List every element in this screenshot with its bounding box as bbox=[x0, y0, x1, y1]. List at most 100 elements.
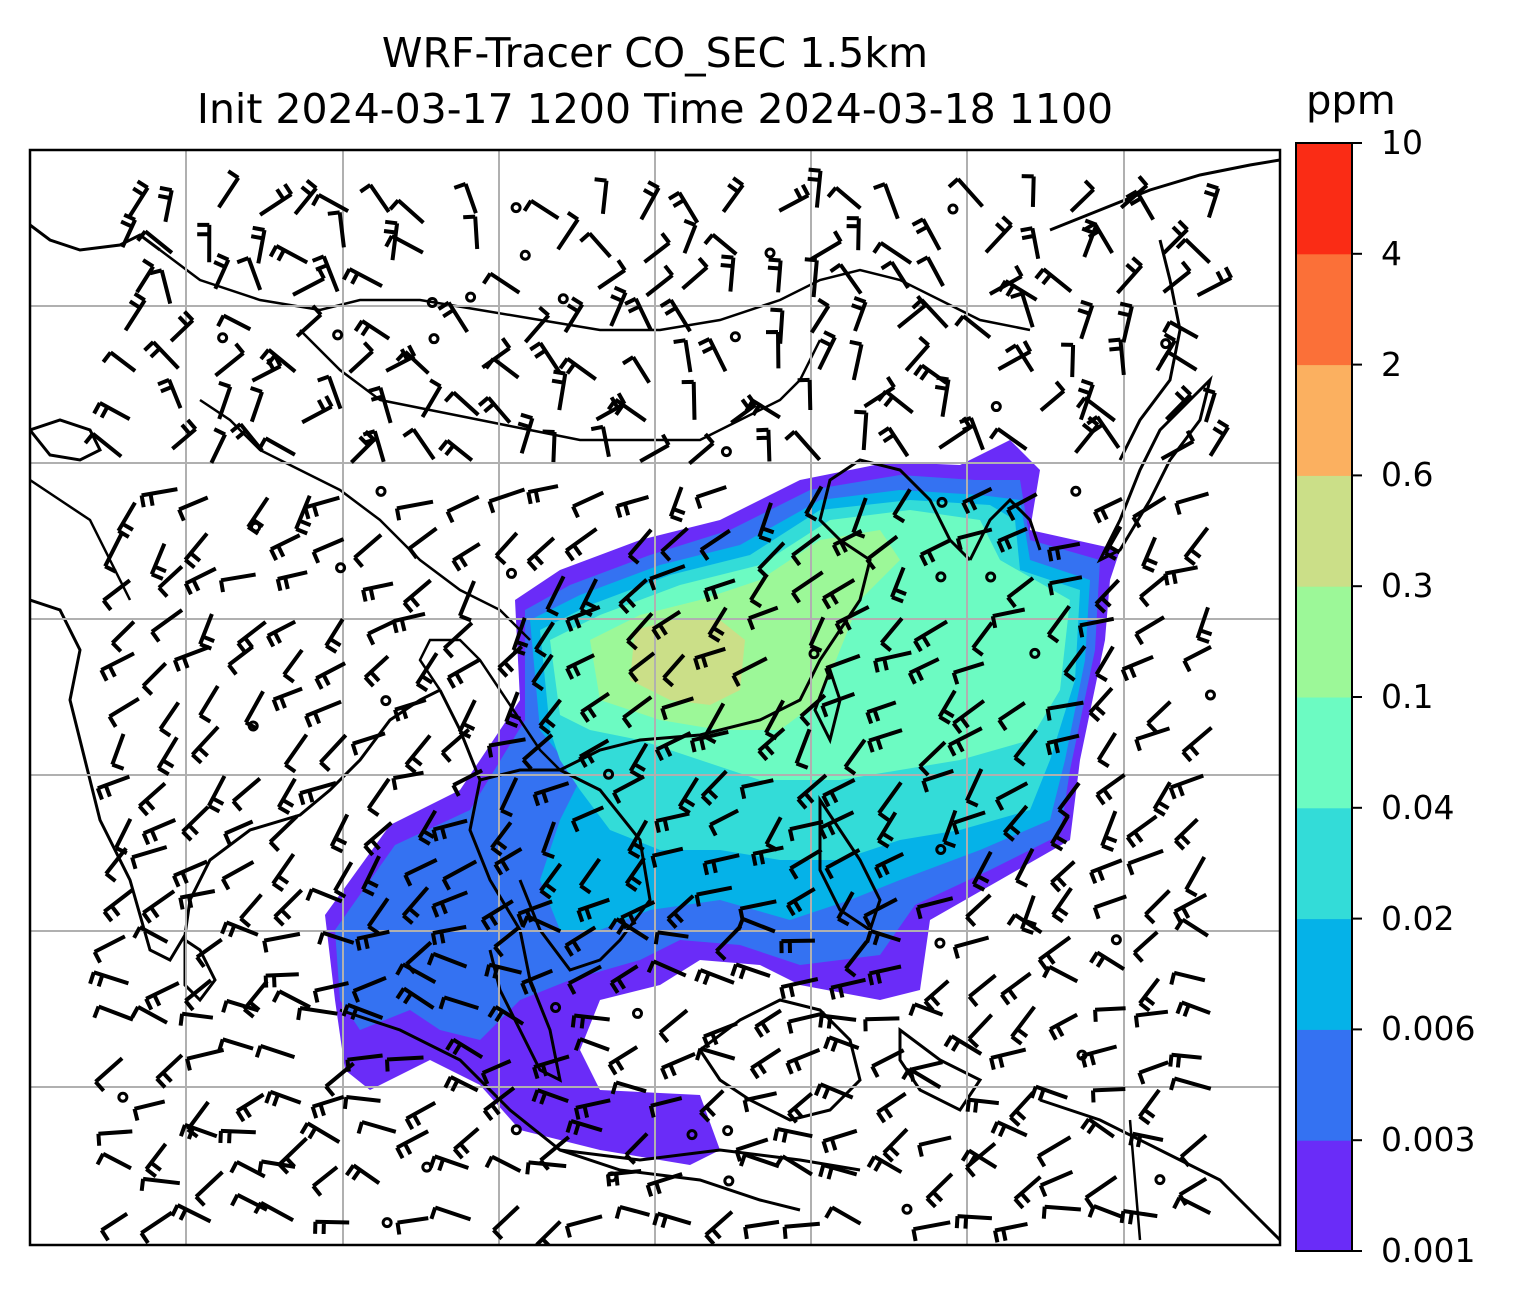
wind-barb bbox=[916, 255, 945, 287]
wind-barb bbox=[520, 914, 562, 934]
wind-barb bbox=[190, 725, 220, 765]
wind-barb bbox=[608, 917, 649, 941]
wind-barb bbox=[391, 611, 426, 634]
wind-barb bbox=[517, 412, 535, 454]
wind-barb bbox=[107, 696, 140, 728]
wind-barb bbox=[545, 575, 566, 617]
wind-barb bbox=[344, 1163, 381, 1185]
wind-barb bbox=[564, 527, 598, 562]
wind-barb bbox=[707, 606, 728, 643]
wind-barb bbox=[770, 307, 785, 344]
wind-barb bbox=[1010, 291, 1035, 328]
wind-barb bbox=[253, 1200, 295, 1223]
wind-barb bbox=[1183, 526, 1210, 566]
wind-barb bbox=[990, 1120, 1028, 1138]
wind-barb bbox=[116, 501, 137, 539]
wind-barb bbox=[181, 805, 210, 842]
wind-barb bbox=[532, 1054, 570, 1080]
wind-barb bbox=[1069, 179, 1096, 213]
wind-barb bbox=[355, 929, 390, 951]
wind-barb bbox=[1162, 320, 1199, 340]
calm-wind-circle bbox=[1110, 934, 1122, 946]
wind-barb bbox=[682, 218, 698, 254]
wind-barb bbox=[314, 661, 347, 690]
wind-barb bbox=[882, 1127, 909, 1163]
colorbar-tick-label: 0.001 bbox=[1381, 1231, 1476, 1270]
wind-barb bbox=[1006, 492, 1038, 522]
wind-barb bbox=[831, 529, 863, 557]
wind-barb bbox=[1095, 773, 1126, 806]
wind-barb bbox=[236, 256, 263, 291]
wind-barb bbox=[844, 940, 869, 978]
calm-wind-circle bbox=[519, 249, 531, 261]
wind-barb bbox=[1134, 726, 1171, 752]
wind-barb bbox=[573, 1098, 611, 1120]
wind-barb bbox=[673, 338, 693, 373]
wind-barb bbox=[695, 1046, 736, 1061]
wind-barb bbox=[1094, 578, 1121, 614]
wind-barb bbox=[954, 1214, 993, 1229]
map-gridlines bbox=[30, 150, 1280, 1245]
wind-barb bbox=[268, 244, 309, 265]
wind-barb bbox=[217, 380, 233, 420]
wind-barb bbox=[458, 580, 476, 623]
wind-barb bbox=[156, 736, 179, 777]
calm-wind-circle bbox=[631, 1007, 643, 1019]
calm-wind-circle bbox=[1154, 1174, 1166, 1186]
wind-barb bbox=[607, 1045, 639, 1076]
wind-barb bbox=[304, 699, 342, 728]
wind-barb bbox=[817, 330, 837, 371]
wind-barb bbox=[88, 970, 130, 988]
wind-barb bbox=[937, 689, 957, 725]
wind-barb bbox=[96, 1129, 133, 1146]
wind-barb bbox=[385, 1055, 424, 1072]
wind-barb bbox=[1048, 1012, 1079, 1041]
wind-barb bbox=[1050, 860, 1076, 893]
wind-barb bbox=[823, 1035, 860, 1052]
wind-barb bbox=[739, 1152, 780, 1169]
wind-barb bbox=[751, 845, 784, 866]
wind-barb bbox=[865, 534, 899, 571]
wind-barb bbox=[391, 770, 424, 791]
wind-barb bbox=[597, 259, 627, 290]
wind-barb bbox=[395, 986, 435, 1010]
wind-barb bbox=[989, 1047, 1027, 1071]
calm-wind-circle bbox=[936, 496, 948, 508]
wind-barb bbox=[1051, 886, 1073, 924]
wind-barb bbox=[627, 819, 649, 860]
wind-barb bbox=[296, 1006, 338, 1021]
wind-barb bbox=[571, 490, 605, 519]
map-frame bbox=[28, 148, 1282, 1247]
calm-wind-circle bbox=[510, 1124, 522, 1136]
wind-barb bbox=[951, 661, 985, 685]
calm-wind-circle bbox=[935, 844, 947, 856]
wind-barb bbox=[349, 429, 376, 464]
wind-barb bbox=[1006, 576, 1035, 609]
wind-barb bbox=[951, 810, 986, 835]
wind-barb bbox=[785, 1047, 821, 1075]
wind-barb bbox=[556, 211, 580, 251]
wind-barb bbox=[303, 495, 340, 520]
wind-barb bbox=[220, 920, 259, 938]
wind-barb bbox=[1008, 1091, 1035, 1127]
wind-barb bbox=[1013, 1175, 1042, 1210]
calm-wind-circle bbox=[901, 1203, 913, 1215]
map-title-line2: Init 2024-03-17 1200 Time 2024-03-18 110… bbox=[196, 85, 1114, 133]
wind-barb bbox=[1094, 645, 1115, 683]
wind-barb bbox=[1195, 606, 1213, 644]
wind-barb bbox=[209, 427, 227, 464]
wind-barb bbox=[681, 379, 697, 420]
wind-barb bbox=[301, 395, 334, 425]
wind-barb bbox=[639, 180, 661, 221]
calm-wind-circle bbox=[247, 720, 259, 732]
wind-barb bbox=[264, 1089, 302, 1107]
wind-barb bbox=[259, 348, 297, 374]
wind-barb bbox=[788, 848, 823, 880]
calm-wind-circle bbox=[465, 291, 477, 303]
wind-barb bbox=[172, 859, 208, 888]
wind-barb bbox=[654, 731, 692, 762]
wind-barb bbox=[350, 731, 386, 756]
wind-barb bbox=[863, 1016, 900, 1032]
wind-barb bbox=[141, 661, 168, 696]
